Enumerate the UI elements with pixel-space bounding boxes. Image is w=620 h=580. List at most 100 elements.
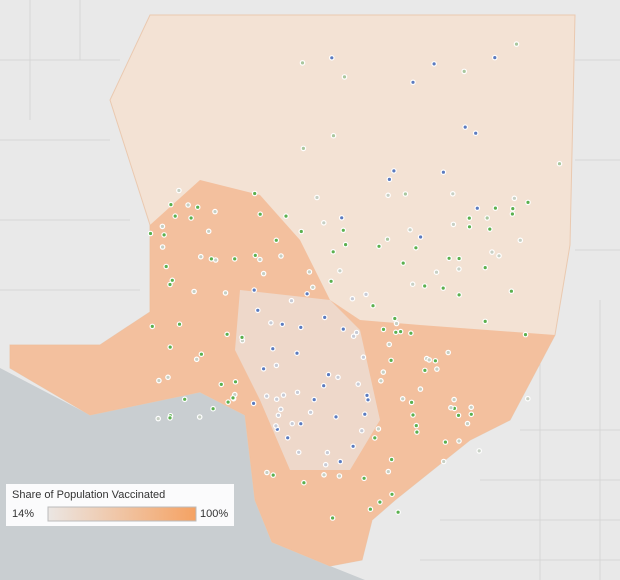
dot (338, 215, 345, 221)
dot (413, 245, 419, 251)
dot (218, 381, 225, 388)
dot (361, 475, 367, 482)
dot (314, 194, 320, 201)
dot (491, 54, 498, 61)
dot (155, 415, 162, 422)
dot (288, 297, 295, 304)
dot (297, 420, 304, 427)
dot (205, 228, 212, 235)
dot (270, 472, 277, 478)
dot (263, 393, 270, 399)
dots (147, 41, 563, 521)
dot (275, 412, 282, 419)
dot (196, 414, 203, 420)
dot (468, 404, 475, 411)
dot (230, 395, 236, 401)
dot (328, 54, 335, 61)
dot (163, 263, 170, 270)
dot (330, 132, 337, 139)
dot (147, 230, 154, 237)
dot (421, 283, 428, 289)
dot (264, 469, 270, 476)
dot (273, 423, 279, 429)
dot (311, 396, 318, 403)
dot (508, 288, 515, 295)
dot (468, 411, 475, 418)
dot (309, 284, 316, 291)
dot (350, 443, 356, 450)
dot (422, 367, 428, 374)
dot (464, 420, 471, 427)
dot (417, 386, 424, 392)
dot (277, 406, 284, 413)
dot (350, 333, 357, 340)
dot (522, 331, 529, 338)
dot (446, 255, 452, 262)
dot (321, 471, 327, 478)
ocean (0, 368, 365, 580)
dot (251, 287, 258, 293)
dot (517, 237, 524, 244)
dot (176, 321, 183, 328)
dot (169, 277, 176, 284)
dot (448, 404, 454, 411)
dot (273, 237, 280, 244)
dot (159, 244, 166, 250)
dot (400, 260, 407, 266)
dot (408, 330, 414, 337)
dot (167, 281, 173, 288)
dot (524, 395, 531, 402)
dot (393, 320, 400, 327)
dot (377, 499, 383, 505)
dot (456, 292, 462, 298)
dot (260, 270, 267, 277)
dot (440, 169, 447, 176)
dot (268, 319, 274, 326)
dot (191, 288, 197, 295)
dot (384, 236, 391, 243)
dot (386, 176, 393, 183)
dot (410, 412, 416, 418)
dot (482, 264, 489, 271)
dot (349, 295, 356, 302)
dot (391, 315, 398, 322)
dot (299, 60, 306, 66)
dot (451, 396, 457, 403)
dot (355, 381, 362, 387)
dot (482, 318, 489, 325)
dot (330, 249, 337, 255)
dot (496, 253, 502, 259)
dot (417, 234, 424, 240)
dot (231, 256, 238, 262)
dot (353, 329, 360, 336)
dot (337, 267, 343, 274)
dot (198, 253, 204, 260)
dot (280, 392, 287, 398)
dot (322, 461, 329, 468)
dot (449, 191, 456, 197)
dot (395, 509, 401, 516)
dot (414, 429, 420, 435)
dot (257, 256, 263, 263)
dot (445, 349, 452, 356)
legend-max: 100% (200, 508, 228, 520)
dot (208, 256, 215, 262)
dot (181, 396, 188, 403)
dot (385, 192, 391, 199)
dot (402, 191, 409, 197)
dot (156, 377, 162, 384)
dot (301, 479, 307, 486)
dot (278, 253, 284, 259)
dot (269, 345, 276, 352)
dot (325, 371, 332, 378)
dot (225, 399, 231, 405)
dot (392, 329, 399, 336)
dot (298, 228, 305, 235)
dot (168, 201, 174, 208)
dot (320, 220, 327, 226)
dot (188, 215, 194, 221)
dot (336, 473, 343, 479)
dot (380, 369, 387, 375)
